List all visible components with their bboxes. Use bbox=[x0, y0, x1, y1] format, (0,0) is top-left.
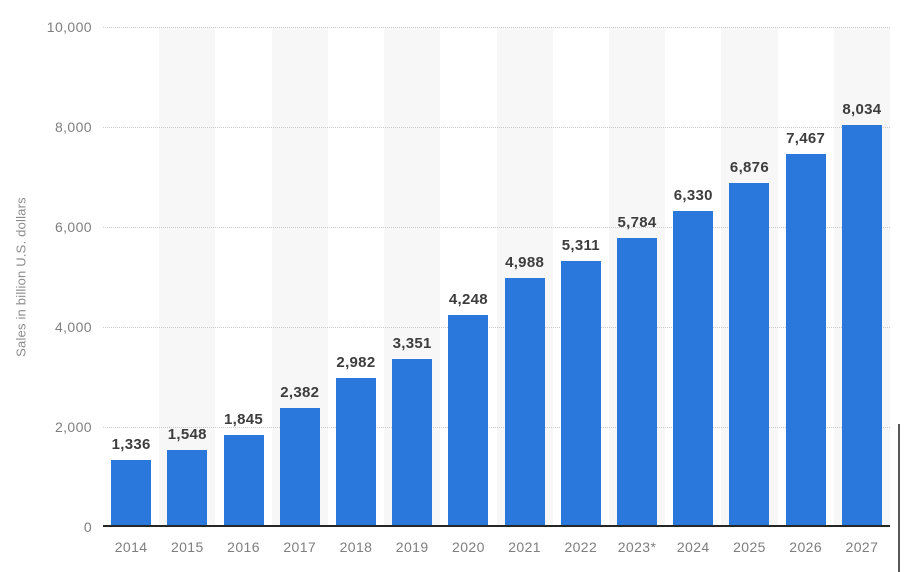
x-tick-label: 2015 bbox=[170, 539, 204, 555]
bar-value-label: 2,382 bbox=[280, 383, 320, 401]
bar[interactable] bbox=[504, 277, 545, 527]
x-tick-label: 2027 bbox=[845, 539, 879, 555]
x-tick-label: 2025 bbox=[733, 539, 766, 555]
scrollbar-thumb[interactable] bbox=[898, 424, 900, 572]
gridline bbox=[103, 27, 890, 28]
plot-area: 1,336 1,548 1,845 2,382 2,982 3,351 4,248 4,988… bbox=[103, 27, 890, 527]
x-tick-label: 2022 bbox=[564, 539, 598, 555]
y-tick-label: 8,000 bbox=[54, 119, 92, 135]
x-tick-label: 2014 bbox=[114, 539, 148, 555]
bar[interactable] bbox=[841, 125, 882, 527]
gridline bbox=[103, 227, 890, 228]
bar-value-label: 6,330 bbox=[673, 186, 713, 204]
bar-value-label: 6,876 bbox=[729, 159, 769, 177]
x-tick-label: 2020 bbox=[452, 539, 485, 555]
bar-value-label: 3,351 bbox=[392, 335, 432, 353]
bar[interactable] bbox=[392, 359, 433, 527]
bar-value-label: 2,982 bbox=[336, 353, 376, 371]
bar-value-label: 5,311 bbox=[561, 237, 600, 255]
x-tick-label: 2017 bbox=[283, 539, 317, 555]
bar[interactable] bbox=[223, 434, 264, 527]
bar[interactable] bbox=[279, 407, 320, 527]
y-tick-label: 0 bbox=[83, 519, 92, 535]
bar[interactable] bbox=[785, 153, 826, 527]
x-tick-label: 2019 bbox=[395, 539, 429, 555]
bar[interactable] bbox=[335, 377, 376, 527]
bar-value-label: 4,988 bbox=[505, 253, 545, 271]
bar-value-label: 4,248 bbox=[448, 290, 488, 308]
x-tick-label: 2018 bbox=[339, 539, 373, 555]
y-tick-label: 2,000 bbox=[54, 419, 92, 435]
bar[interactable] bbox=[111, 460, 152, 527]
gridline bbox=[103, 127, 890, 128]
gridline bbox=[103, 427, 890, 428]
category-band bbox=[159, 27, 216, 527]
bar-value-label: 1,845 bbox=[224, 410, 264, 428]
bar-value-label: 5,784 bbox=[617, 213, 657, 231]
x-axis-line bbox=[103, 525, 890, 527]
bar-value-label: 1,548 bbox=[167, 425, 207, 443]
x-tick-label: 2023* bbox=[617, 539, 657, 555]
x-tick-label: 2016 bbox=[227, 539, 260, 555]
bar-value-label: 7,467 bbox=[786, 129, 826, 147]
gridline bbox=[103, 327, 890, 328]
x-tick-label: 2024 bbox=[676, 539, 710, 555]
bar[interactable] bbox=[729, 183, 770, 527]
bar-value-label: 1,336 bbox=[111, 436, 151, 454]
bar[interactable] bbox=[167, 449, 208, 527]
bar[interactable] bbox=[673, 210, 714, 527]
x-tick-label: 2021 bbox=[508, 539, 541, 555]
bar[interactable] bbox=[617, 237, 658, 527]
y-tick-label: 6,000 bbox=[54, 219, 92, 235]
y-tick-label: 10,000 bbox=[46, 19, 92, 35]
y-tick-label: 4,000 bbox=[54, 319, 92, 335]
bar[interactable] bbox=[560, 261, 601, 527]
x-tick-label: 2026 bbox=[789, 539, 823, 555]
bar-value-label: 8,034 bbox=[842, 101, 882, 119]
bar[interactable] bbox=[448, 314, 489, 527]
